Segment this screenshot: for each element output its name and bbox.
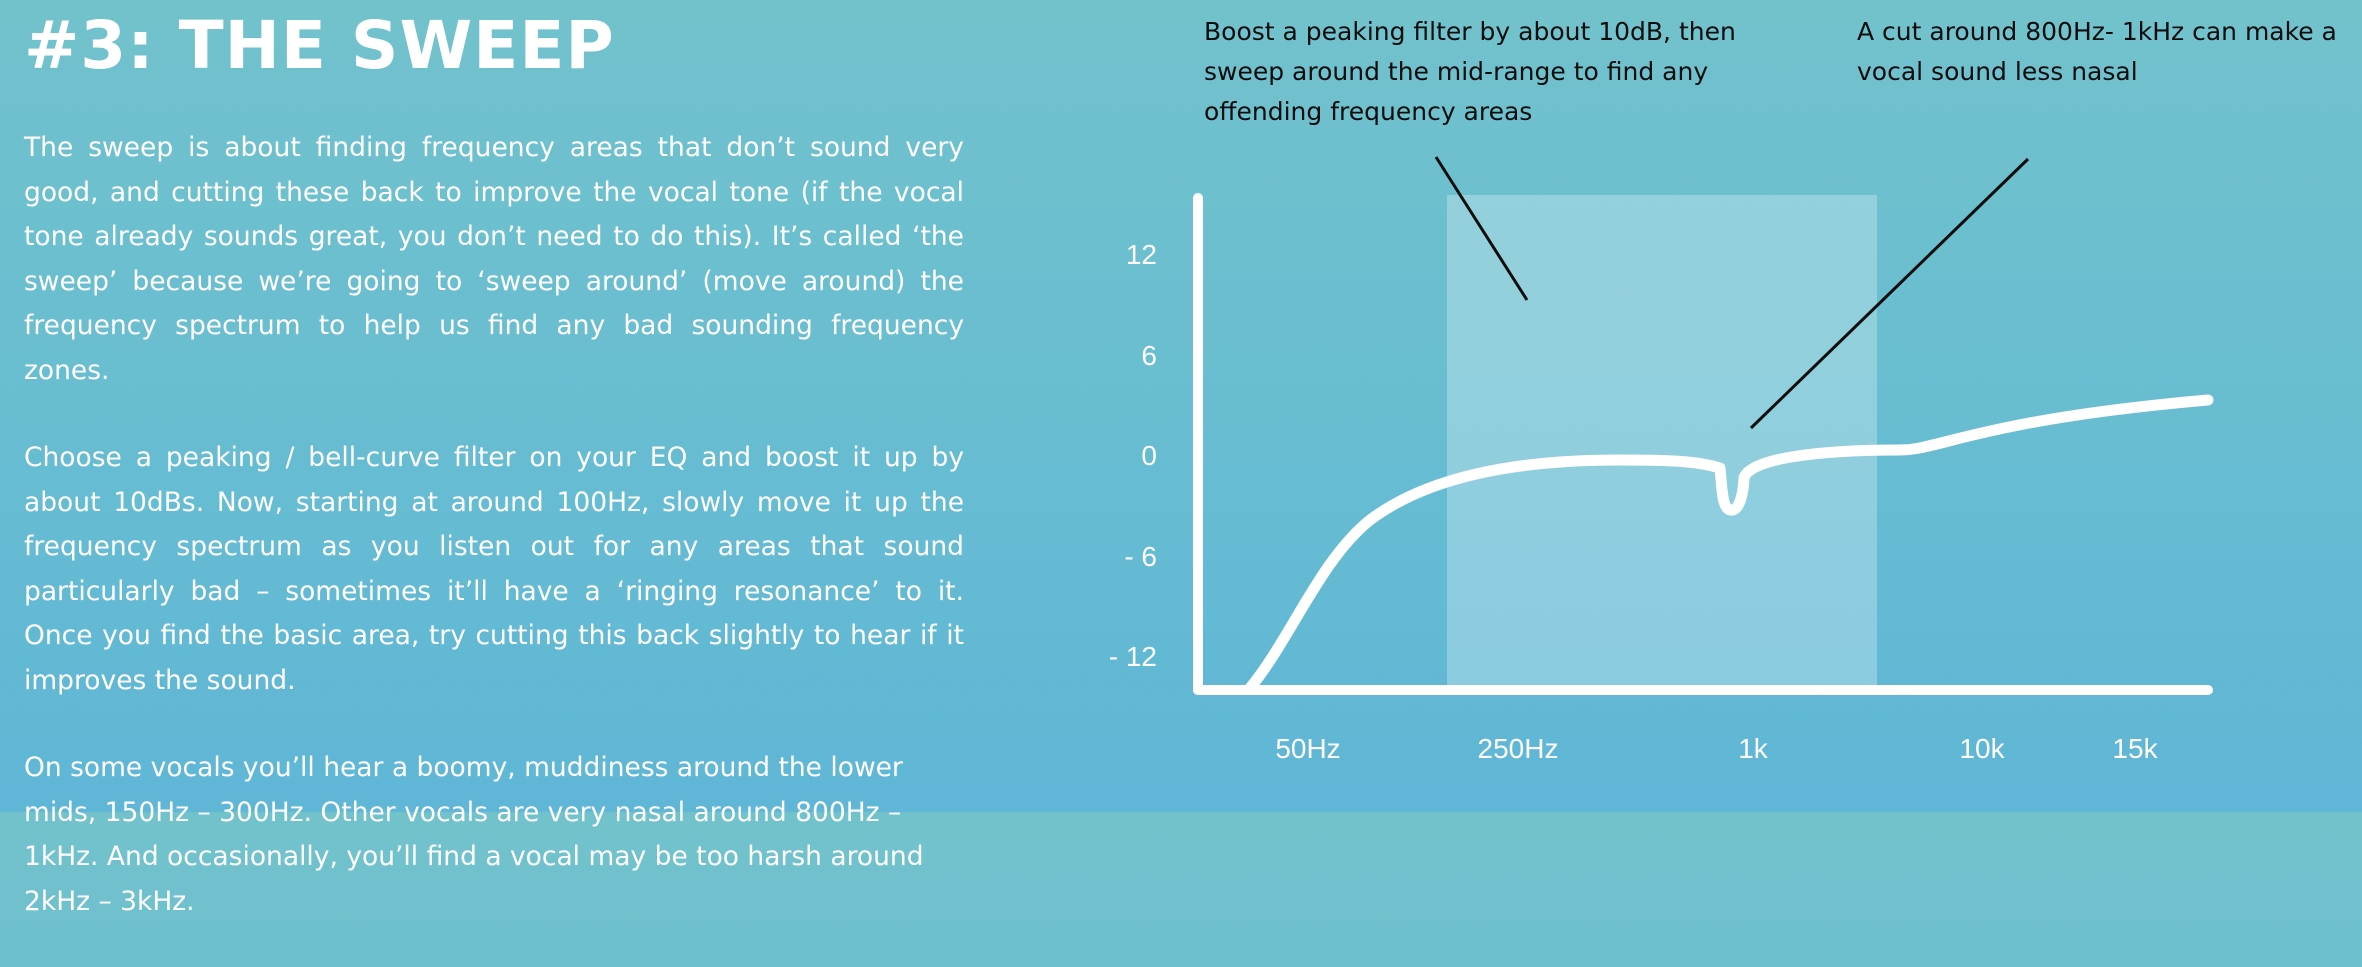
annotation-cut: A cut around 800Hz- 1kHz can make a voca… — [1857, 17, 2337, 86]
y-tick-6: 6 — [1141, 340, 1157, 371]
sweep-region — [1447, 195, 1877, 690]
x-tick-10k: 10k — [1959, 733, 2005, 764]
x-tick-1k: 1k — [1738, 733, 1769, 764]
pointer-line-cut — [1749, 157, 2030, 430]
y-tick-12: 12 — [1126, 239, 1157, 270]
eq-curve — [1244, 394, 2214, 694]
y-tick-minus-6: - 6 — [1124, 541, 1157, 572]
eq-diagram: 12 6 0 - 6 - 12 50Hz 250Hz 1k 10k 15k — [1109, 156, 2214, 764]
y-tick-0: 0 — [1141, 440, 1157, 471]
annotation-sweep: Boost a peaking filter by about 10dB, th… — [1204, 17, 1736, 126]
x-tick-250hz: 250Hz — [1478, 733, 1559, 764]
pointer-line-sweep — [1434, 156, 1529, 301]
paragraph-instructions: Choose a peaking / bell-curve filter on … — [24, 442, 964, 696]
x-tick-50hz: 50Hz — [1275, 733, 1340, 764]
x-tick-15k: 15k — [2112, 733, 2158, 764]
page-title: #3: THE SWEEP — [24, 7, 615, 84]
paragraph-intro: The sweep is about finding frequency are… — [24, 132, 964, 386]
y-tick-minus-12: - 12 — [1109, 641, 1157, 672]
